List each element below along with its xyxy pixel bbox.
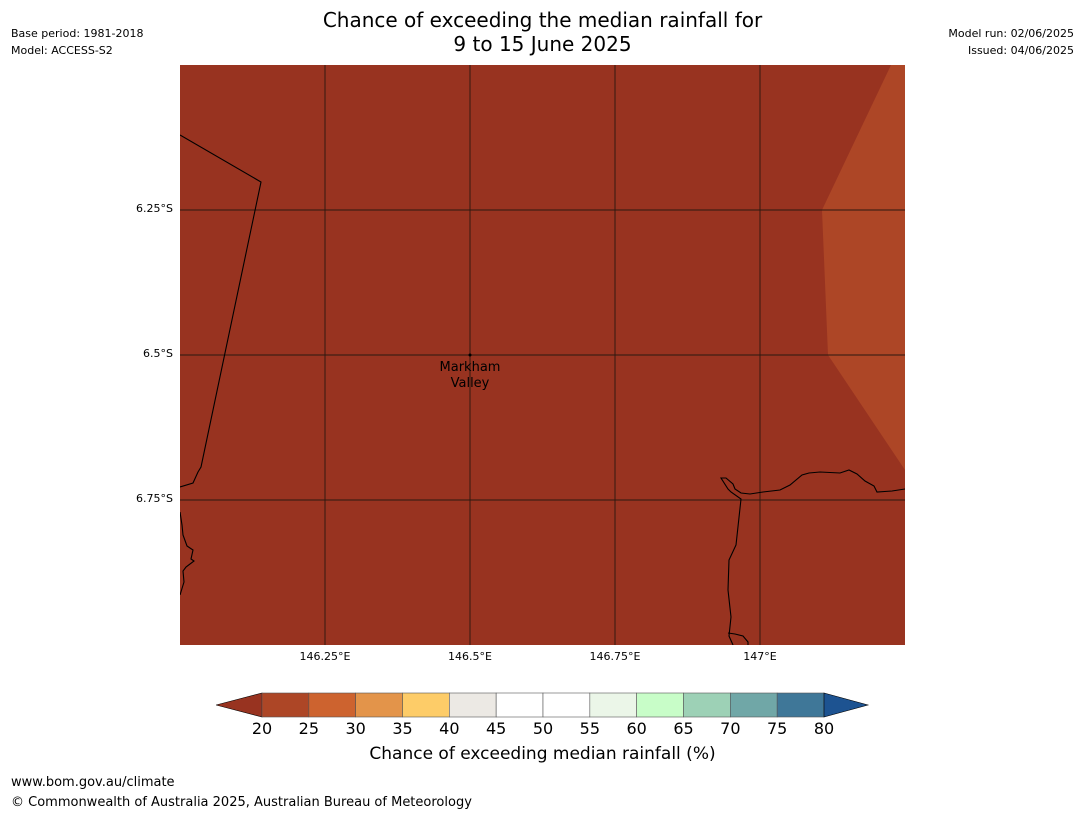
lat-label-6-75: 6.75°S — [136, 492, 173, 505]
colorbar-segment — [730, 692, 778, 718]
lon-label-146-75: 146.75°E — [589, 650, 641, 663]
colorbar-tick-label: 75 — [766, 719, 788, 738]
colorbar-segment — [355, 692, 403, 718]
lon-label-146-25: 146.25°E — [299, 650, 351, 663]
colorbar-tick-label: 25 — [298, 719, 319, 738]
colorbar-segment — [776, 692, 825, 718]
coastline-east — [719, 469, 905, 645]
colorbar-segment — [589, 692, 637, 718]
colorbar-tick-label: 60 — [626, 719, 647, 738]
colorbar-segment — [308, 692, 356, 718]
colorbar-tick-label: 80 — [813, 719, 835, 738]
20-25-region — [822, 65, 905, 470]
colorbar-label: Chance of exceeding median rainfall (%) — [369, 744, 716, 764]
colorbar-segment — [542, 692, 591, 718]
colorbar-tick-label: 35 — [392, 719, 413, 738]
colorbar-under-arrow — [216, 692, 263, 718]
markham-valley-marker — [468, 353, 472, 357]
footer-url[interactable]: www.bom.gov.au/climate — [11, 775, 175, 790]
lat-label-6-5: 6.5°S — [143, 347, 173, 360]
border-west-lower — [180, 511, 195, 596]
colorbar-tick-label: 20 — [251, 719, 273, 738]
colorbar-segment — [495, 692, 544, 718]
place-label-line2: Valley — [450, 376, 490, 391]
borders — [180, 134, 905, 645]
lat-label-6-25: 6.25°S — [136, 202, 173, 215]
colorbar-segment — [261, 692, 310, 718]
colorbar-over-arrow — [823, 692, 870, 718]
meta-right: Model run: 02/06/2025 Issued: 04/06/2025 — [948, 25, 1074, 59]
map-title-line1: Chance of exceeding the median rainfall … — [322, 8, 763, 32]
graticule — [180, 65, 905, 645]
model-name: Model: ACCESS-S2 — [11, 44, 113, 57]
colorbar — [216, 692, 870, 718]
coastline-south — [727, 632, 749, 645]
issued-date: Issued: 04/06/2025 — [967, 44, 1074, 57]
footer-copyright: © Commonwealth of Australia 2025, Austra… — [11, 795, 472, 810]
map-title: Chance of exceeding the median rainfall … — [0, 8, 1085, 56]
colorbar-segment — [449, 692, 497, 718]
colorbar-segment — [402, 692, 450, 718]
place-label-line1: Markham — [439, 360, 501, 375]
colorbar-tick-label: 40 — [439, 719, 460, 738]
lon-label-147: 147°E — [743, 650, 777, 663]
colorbar-segment — [636, 692, 684, 718]
border-west-upper — [180, 134, 262, 488]
meta-left: Base period: 1981-2018 Model: ACCESS-S2 — [11, 25, 143, 59]
colorbar-tick-label: 55 — [579, 719, 600, 738]
colorbar-segments — [261, 692, 825, 718]
colorbar-tick-label: 50 — [532, 719, 554, 738]
colorbar-tick-label: 30 — [345, 719, 366, 738]
colorbar-tick-label: 70 — [720, 719, 741, 738]
rainfall-map — [180, 65, 905, 645]
lon-label-146-5: 146.5°E — [448, 650, 492, 663]
model-run: Model run: 02/06/2025 — [948, 27, 1074, 40]
colorbar-tick-label: 65 — [673, 719, 694, 738]
base-period: Base period: 1981-2018 — [11, 27, 144, 40]
colorbar-tick-label: 45 — [485, 719, 507, 738]
place-label: Markham Valley — [420, 360, 520, 392]
map-title-line2: 9 to 15 June 2025 — [453, 32, 632, 56]
colorbar-segment — [683, 692, 731, 718]
